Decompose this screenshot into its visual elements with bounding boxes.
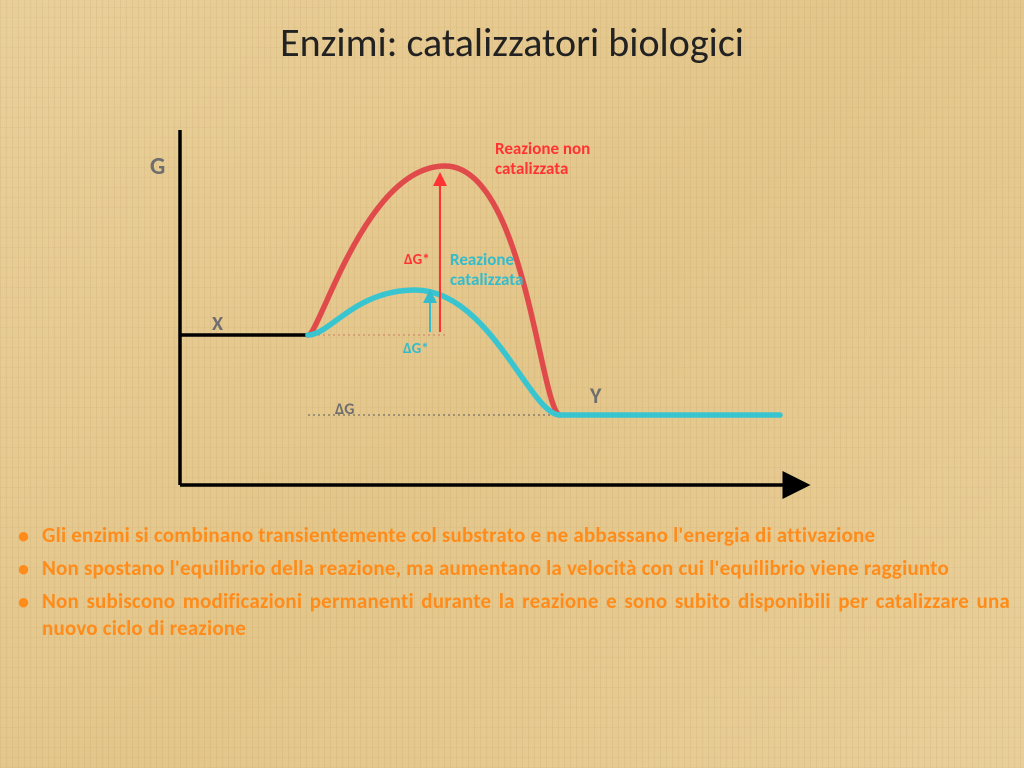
product-label: Y (590, 382, 601, 409)
catalyzed-curve (308, 290, 780, 415)
catalyzed-reaction-label: Reazione catalizzata (450, 250, 523, 289)
bullet-text: Non subiscono modificazioni permanenti d… (42, 588, 1010, 642)
catalyzed-line2: catalizzata (450, 269, 523, 290)
bullet-text: Non spostano l'equilibrio della reazione… (42, 555, 1010, 582)
bullet-item: Non spostano l'equilibrio della reazione… (14, 555, 1010, 582)
y-axis-label: G (150, 152, 165, 181)
energy-diagram: G X Y ΔG ΔG* ΔG* Reazione non catalizzat… (160, 130, 820, 520)
uncatalyzed-line1: Reazione non (495, 138, 590, 159)
delta-g-overall-label: ΔG (335, 400, 354, 419)
uncatalyzed-line2: catalizzata (495, 158, 568, 179)
page-title: Enzimi: catalizzatori biologici (0, 18, 1024, 67)
slide-root: Enzimi: catalizzatori biologici G X Y ΔG… (0, 0, 1024, 768)
bullet-item: Gli enzimi si combinano transientemente … (14, 522, 1010, 549)
substrate-label: X (212, 312, 223, 336)
bullet-text: Gli enzimi si combinano transientemente … (42, 522, 1010, 549)
bullet-item: Non subiscono modificazioni permanenti d… (14, 588, 1010, 642)
bullet-list: Gli enzimi si combinano transientemente … (14, 522, 1010, 648)
delta-g-catalyzed-label: ΔG* (403, 340, 429, 358)
catalyzed-line1: Reazione (450, 249, 514, 270)
energy-diagram-svg (160, 130, 820, 520)
delta-g-uncatalyzed-label: ΔG* (404, 251, 430, 269)
uncatalyzed-reaction-label: Reazione non catalizzata (495, 139, 590, 178)
